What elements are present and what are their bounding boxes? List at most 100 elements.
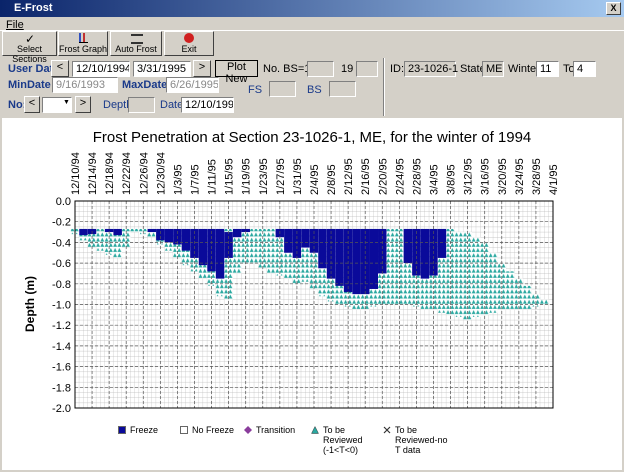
freeze-band	[181, 228, 191, 251]
legend-item: To be Reviewed-no T data	[383, 425, 449, 455]
field	[329, 81, 356, 97]
legend-item: No Freeze	[180, 425, 246, 435]
x-tick-label: 2/28/95	[411, 158, 423, 195]
dropdown[interactable]: ▼	[42, 97, 72, 113]
close-button[interactable]: X	[606, 2, 621, 15]
legend-label: No Freeze	[192, 425, 235, 435]
section-id: 23-1026-1	[404, 61, 458, 77]
legend-item: Freeze	[118, 425, 184, 435]
prev-button[interactable]: <	[24, 96, 40, 113]
freeze-band	[352, 228, 361, 295]
y-tick-label: -0.4	[52, 237, 71, 249]
toolbar-button[interactable]: Exit	[164, 31, 214, 56]
freeze-band	[284, 228, 293, 253]
x-tick-label: 4/1/95	[548, 164, 560, 195]
y-tick-label: -1.0	[52, 300, 71, 312]
start-date[interactable]: 12/10/1994	[72, 61, 130, 77]
label: MinDate	[8, 79, 51, 91]
x-tick-label: 12/30/94	[155, 152, 167, 195]
label: FS	[248, 84, 263, 96]
label: BS	[307, 84, 322, 96]
legend-symbol	[118, 426, 126, 434]
x-tick-label: 3/8/95	[446, 164, 458, 195]
label: Depth	[103, 99, 133, 111]
freeze-band	[241, 228, 250, 233]
x-tick-label: 1/15/95	[224, 158, 236, 195]
x-tick-label: 1/11/95	[207, 159, 219, 195]
review-band	[224, 228, 233, 300]
review-band	[232, 228, 242, 274]
legend-marker	[118, 426, 126, 434]
freeze-band	[104, 228, 114, 233]
x-tick-label: 1/19/95	[241, 158, 253, 195]
freeze-band	[335, 228, 344, 286]
legend-label: To be Reviewed (-1<T<0)	[323, 425, 363, 455]
x-tick-label: 3/28/95	[531, 158, 543, 195]
y-tick-label: -1.2	[52, 320, 71, 332]
plot-new-button[interactable]: Plot New	[215, 60, 258, 85]
freeze-band	[232, 228, 242, 238]
plot-frame	[74, 200, 554, 409]
x-tick-label: 2/24/95	[394, 158, 406, 195]
review-band	[454, 232, 464, 317]
winter-to[interactable]: 4	[573, 61, 596, 77]
x-tick-label: 1/27/95	[275, 158, 287, 195]
separator	[383, 58, 385, 116]
x-tick-label: 12/14/94	[87, 152, 99, 195]
toolbar-button[interactable]: ✓ Select Sections	[2, 31, 57, 64]
freeze-band	[301, 228, 310, 248]
freeze-band	[403, 228, 413, 264]
review-band	[531, 294, 541, 307]
winter-from[interactable]: 11	[536, 61, 559, 77]
freeze-band	[164, 228, 174, 243]
end-date[interactable]: 3/31/1995	[133, 61, 191, 77]
x-tick-label: 2/12/95	[343, 158, 355, 195]
y-tick-label: 0.0	[56, 196, 71, 208]
label: User Date	[8, 63, 60, 75]
x-tick-label: 2/16/95	[360, 158, 372, 195]
review-band	[96, 228, 105, 251]
freeze-band	[369, 228, 379, 289]
review-band	[301, 228, 310, 282]
next-button[interactable]: >	[75, 96, 91, 113]
review-band	[267, 228, 276, 274]
next-button[interactable]: >	[193, 60, 211, 77]
toolbar-button[interactable]: Auto Frost	[110, 31, 162, 56]
button-label: Auto Frost	[115, 44, 157, 54]
chart: Frost Penetration at Section 23-1026-1, …	[2, 118, 622, 470]
x-tick-label: 12/26/94	[138, 152, 150, 195]
review-band	[249, 228, 259, 264]
y-tick-label: -1.6	[52, 362, 71, 374]
label: To	[563, 63, 575, 75]
freeze-band	[318, 228, 327, 269]
toolbar-button[interactable]: Frost Graph	[58, 31, 108, 56]
legend-symbol	[311, 426, 319, 434]
x-tick-label: 2/4/95	[309, 164, 321, 195]
x-tick-label: 1/23/95	[258, 158, 270, 195]
review-band	[403, 228, 413, 305]
freeze-band	[224, 232, 233, 258]
legend-marker	[180, 426, 188, 434]
prev-button[interactable]: <	[51, 60, 69, 77]
y-tick-label: -0.6	[52, 258, 71, 270]
x-tick-label: 2/8/95	[326, 164, 338, 195]
chart-title: Frost Penetration at Section 23-1026-1, …	[93, 129, 532, 146]
y-tick-label: -0.2	[52, 217, 71, 229]
legend-label: Freeze	[130, 425, 159, 435]
x-tick-label: 1/31/95	[292, 158, 304, 195]
x-tick-label: 12/18/94	[104, 152, 116, 195]
field	[269, 81, 296, 97]
legend-item: Transition	[244, 425, 310, 435]
menu-file[interactable]: File	[6, 19, 24, 31]
x-tick-label: 3/4/95	[429, 164, 441, 195]
min-date: 9/16/1993	[52, 77, 118, 93]
legend-marker	[244, 426, 252, 434]
legend-symbol	[244, 426, 252, 434]
date[interactable]: 12/10/1994	[181, 97, 234, 113]
label: Date	[160, 99, 184, 111]
count: 19	[341, 63, 354, 75]
review-band	[471, 237, 481, 317]
freeze-band	[147, 228, 157, 233]
review-band	[284, 228, 293, 279]
x-tick-label: 12/22/94	[121, 152, 133, 195]
